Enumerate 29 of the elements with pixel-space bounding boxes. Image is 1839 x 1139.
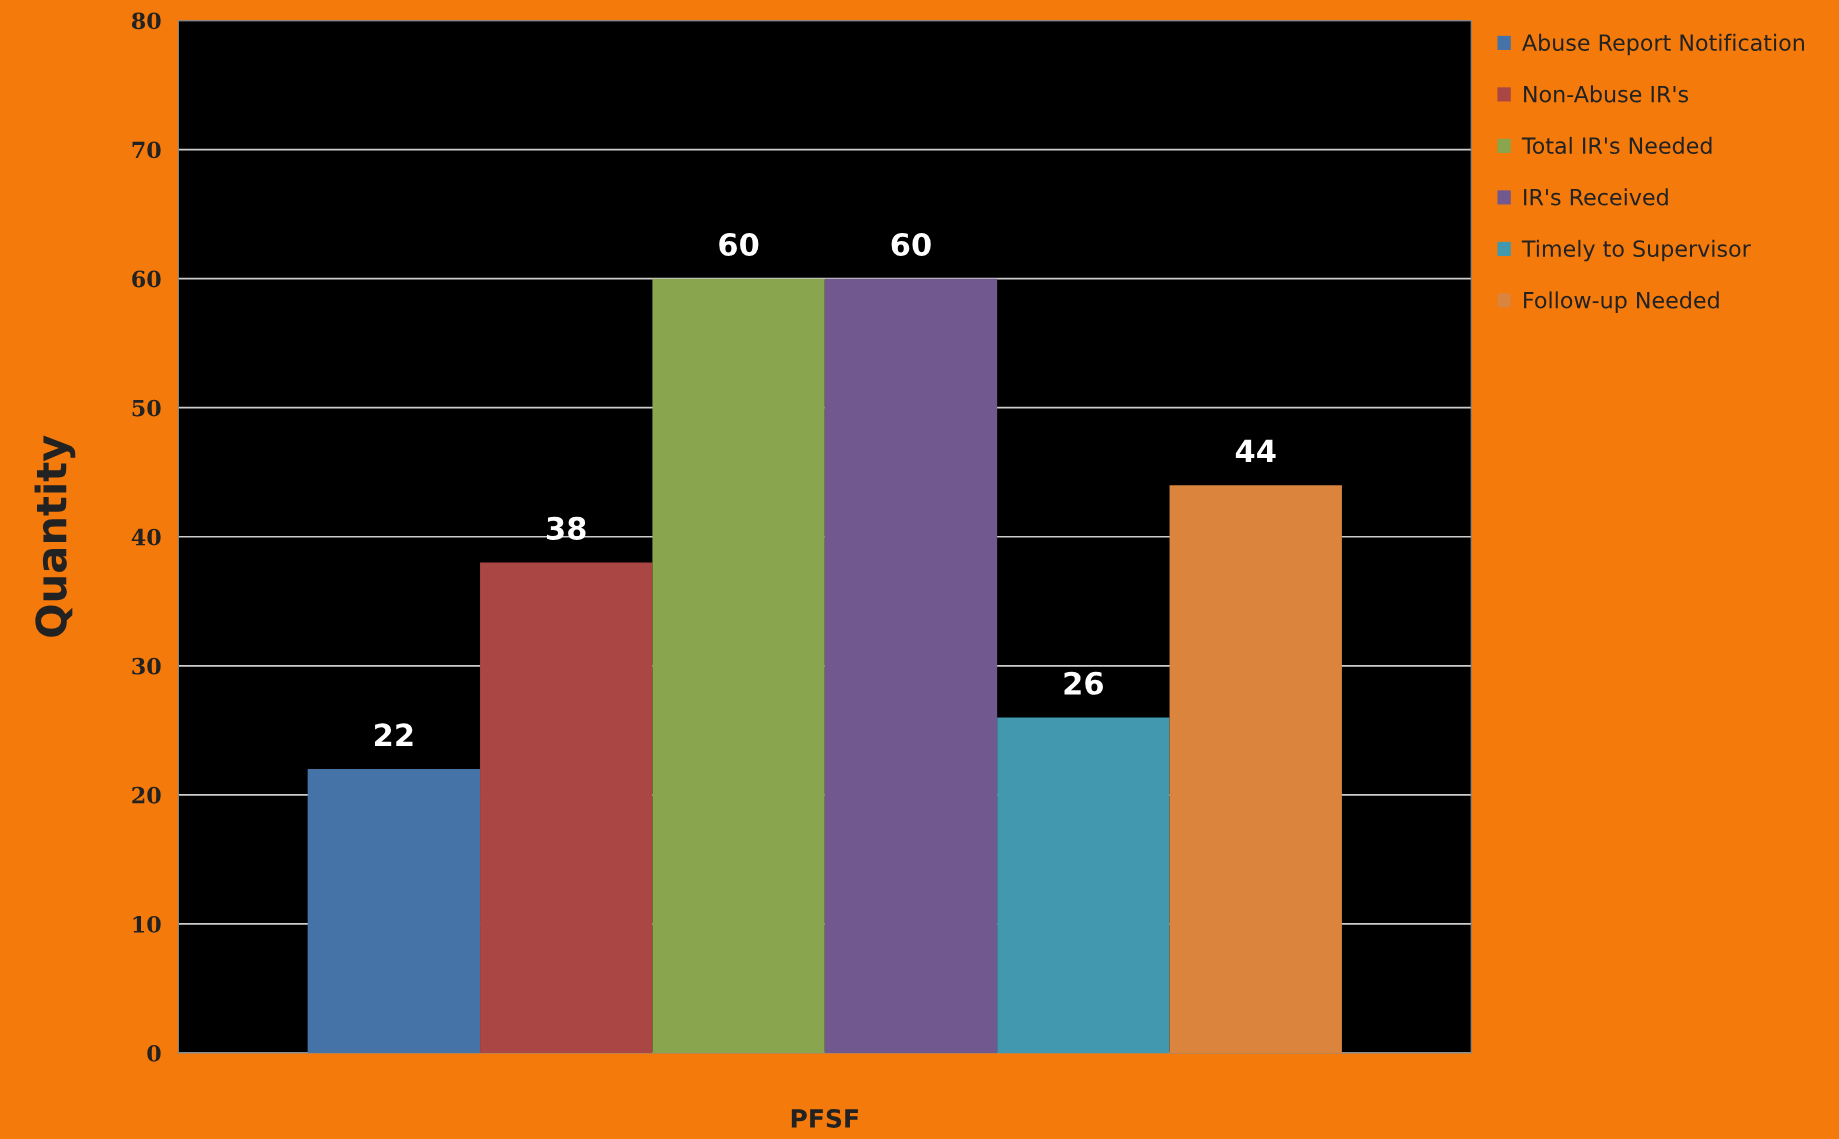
data-label: 26 — [1064, 671, 1103, 695]
legend-label: Non-Abuse IR's — [1524, 85, 1689, 103]
y-tick-label: 30 — [132, 657, 161, 675]
y-tick-label: 0 — [147, 1044, 161, 1062]
data-label: 60 — [891, 232, 931, 257]
legend-label: Total IR's Needed — [1521, 136, 1712, 155]
y-tick-label: 60 — [132, 270, 161, 288]
x-tick-label: PFSF — [791, 1109, 858, 1128]
legend-label: Follow-up Needed — [1524, 291, 1719, 313]
y-tick-label: 80 — [131, 12, 161, 30]
y-tick-label: 20 — [132, 786, 161, 804]
data-label: 60 — [719, 232, 759, 257]
y-axis-title: Quantity — [34, 435, 76, 637]
y-tick-label: 50 — [132, 399, 161, 417]
bar — [652, 278, 825, 1054]
bar — [480, 562, 653, 1054]
bar — [824, 278, 998, 1054]
bar — [997, 717, 1170, 1054]
bar — [307, 769, 481, 1054]
y-tick-label: 10 — [133, 915, 161, 933]
data-label: 44 — [1235, 439, 1276, 463]
bar — [1169, 485, 1342, 1054]
legend-label: IR's Received — [1524, 188, 1668, 206]
data-label: 22 — [375, 723, 413, 747]
y-tick-label: 70 — [132, 141, 161, 159]
legend-label: Abuse Report Notification — [1522, 33, 1804, 56]
y-tick-label: 40 — [131, 528, 161, 546]
data-label: 38 — [547, 516, 586, 540]
legend-label: Timely to Supervisor — [1521, 239, 1751, 262]
